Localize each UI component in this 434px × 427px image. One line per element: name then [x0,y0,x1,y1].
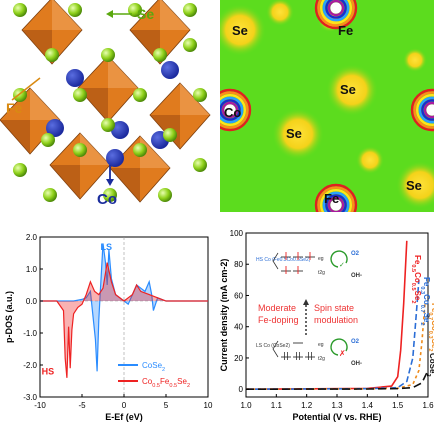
se-atom [153,48,167,62]
legend-label: CoSe2 [142,361,165,373]
co-atom [66,69,84,87]
x-tick-label: 1.3 [331,401,343,410]
fe-label: Fe [338,23,353,38]
se-atom [13,163,27,177]
charge-density-figure: Se Fe Se Co Se Fe Se [220,0,434,212]
eg-label: eg [318,256,324,262]
se-atom [183,3,197,17]
se-atom [101,48,115,62]
y-tick-label: 20 [234,354,243,363]
panel-d-lsv-chart: 1.0 1.1 1.2 1.3 1.4 1.5 1.6 0 20 40 60 80 100 Potenti… [218,225,434,422]
se-arrowhead [106,10,113,18]
x-axis-label: E-Ef (eV) [105,412,143,422]
se-label: Se [232,23,248,38]
moderate-label: Moderate [258,303,296,313]
oh-label: OH- [351,361,362,367]
x-tick-label: -5 [78,401,86,410]
co-atom [161,61,179,79]
eg-label: eg [318,342,324,348]
legend-label: Co0.5Fe0.5Se2 [142,377,190,389]
pdos-chart: -10 -5 0 5 10 2.0 1.0 0.0 -1.0 -2.0 -3.0 E-Ef (eV) p… [0,225,215,422]
y-tick-label: 2.0 [26,233,38,242]
se-atom [193,88,207,102]
y-axis-label: p-DOS (a.u.) [4,291,14,343]
se-atom [183,38,197,52]
se-atom [193,158,207,172]
fe-label: Fe [6,100,23,116]
panel-a-crystal-structure: Se Fe Co [0,0,215,210]
se-atom [45,48,59,62]
x-tick-label: 1.6 [422,401,434,410]
series-label: CoSe2 [425,353,434,377]
x-axis-label: Potential (V vs. RHE) [292,412,381,422]
ls-annotation: LS [100,242,112,252]
x-tick-label: 1.2 [301,401,313,410]
modulation-label: modulation [314,315,358,325]
se-atom [43,188,57,202]
series-line [246,280,419,389]
y-tick-label: -1.0 [23,329,37,338]
y-tick-label: 60 [234,291,243,300]
y-tick-label: 0 [239,385,244,394]
t2g-label: t2g [318,270,325,276]
se-atom [163,128,177,142]
y-tick-label: 0.0 [26,297,38,306]
lsv-chart: 1.0 1.1 1.2 1.3 1.4 1.5 1.6 0 20 40 60 80 100 Potenti… [218,225,434,422]
x-tick-label: -10 [34,401,46,410]
panel-c-pdos-chart: -10 -5 0 5 10 2.0 1.0 0.0 -1.0 -2.0 -3.0 E-Ef (eV) p… [0,225,215,422]
y-tick-label: 40 [234,323,243,332]
x-tick-label: 5 [164,401,169,410]
se-atom [73,143,87,157]
y-tick-label: 80 [234,260,243,269]
x-tick-label: 1.1 [271,401,283,410]
se-atom [133,143,147,157]
cross-icon: ✗ [339,349,346,358]
charge-lobe [356,146,384,174]
hs-annotation: HS [42,367,55,377]
modulation-arrowhead [303,299,309,305]
co-label: Co [224,105,241,120]
check-icon: ✓ [339,262,345,269]
oh-label: OH- [351,273,362,279]
y-tick-label: 1.0 [26,265,38,274]
t2g-label: t2g [318,356,325,362]
contour-center [333,5,340,12]
co-label: Co [97,191,117,208]
y-tick-label: 100 [230,229,244,238]
se-atom [68,3,82,17]
se-atom [101,118,115,132]
co-arrowhead [106,179,114,186]
fe-doping-label: Fe-doping [258,315,299,325]
panel-b-charge-density-map: Se Fe Se Co Se Fe Se [220,0,434,212]
x-tick-label: 1.4 [362,401,374,410]
hs-co-label: HS Co (Fe0.5Co0.5Se2) [256,257,311,263]
y-tick-label: -3.0 [23,393,37,402]
se-label: Se [340,82,356,97]
octahedron-face [0,120,30,154]
se-atom [158,188,172,202]
y-axis-label: Current density (mA cm-2) [219,259,229,372]
co-atom [106,149,124,167]
x-tick-label: 1.0 [240,401,252,410]
crystal-structure-figure: Se Fe Co [0,0,215,210]
se-label: Se [137,6,154,22]
o2-label: O2 [351,251,360,257]
charge-lobe [403,48,427,72]
se-atom [133,88,147,102]
spin-label: Spin state [314,303,354,313]
se-label: Se [286,126,302,141]
fe-label: Fe [324,191,339,206]
series-label: Fe0.5Co0.5Se2 [410,255,422,304]
x-tick-label: 10 [204,401,213,410]
se-atom [73,88,87,102]
se-atom [41,133,55,147]
x-tick-label: 1.5 [392,401,404,410]
se-label: Se [406,178,422,193]
o2-label: O2 [351,339,360,345]
se-atom [13,3,27,17]
y-tick-label: -2.0 [23,361,37,370]
x-tick-label: 0 [122,401,127,410]
